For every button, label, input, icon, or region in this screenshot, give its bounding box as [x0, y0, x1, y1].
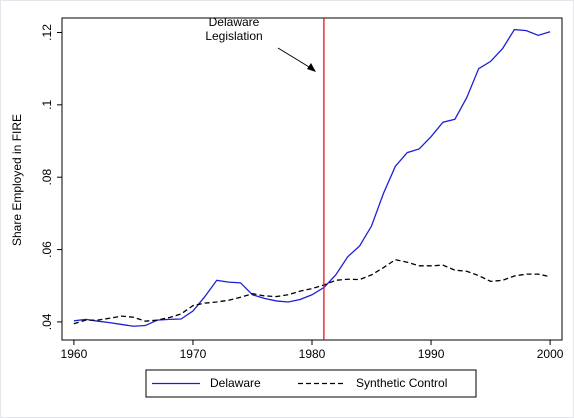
- legend-label: Delaware: [210, 376, 261, 390]
- y-tick-label: .06: [40, 241, 54, 258]
- series-line: [73, 28, 551, 327]
- legend-label: Synthetic Control: [356, 376, 447, 390]
- annotation: Legislation: [205, 29, 262, 43]
- series-line: [73, 258, 551, 325]
- plot-area: [61, 17, 563, 341]
- y-tick-label: .12: [40, 24, 54, 41]
- y-tick-label: .08: [40, 169, 54, 186]
- x-tick-label: 1990: [418, 347, 445, 361]
- x-tick-label: 1960: [61, 347, 88, 361]
- y-tick-label: .04: [40, 313, 54, 330]
- annotation-arrowhead: [307, 63, 316, 72]
- annotation: Delaware: [209, 15, 260, 29]
- x-tick-label: 1980: [299, 347, 326, 361]
- annotation-arrow: [277, 47, 315, 71]
- x-tick-label: 2000: [537, 347, 564, 361]
- y-axis-label: Share Employed in FIRE: [10, 114, 24, 246]
- x-tick-label: 1970: [180, 347, 207, 361]
- y-tick-label: .1: [40, 100, 54, 110]
